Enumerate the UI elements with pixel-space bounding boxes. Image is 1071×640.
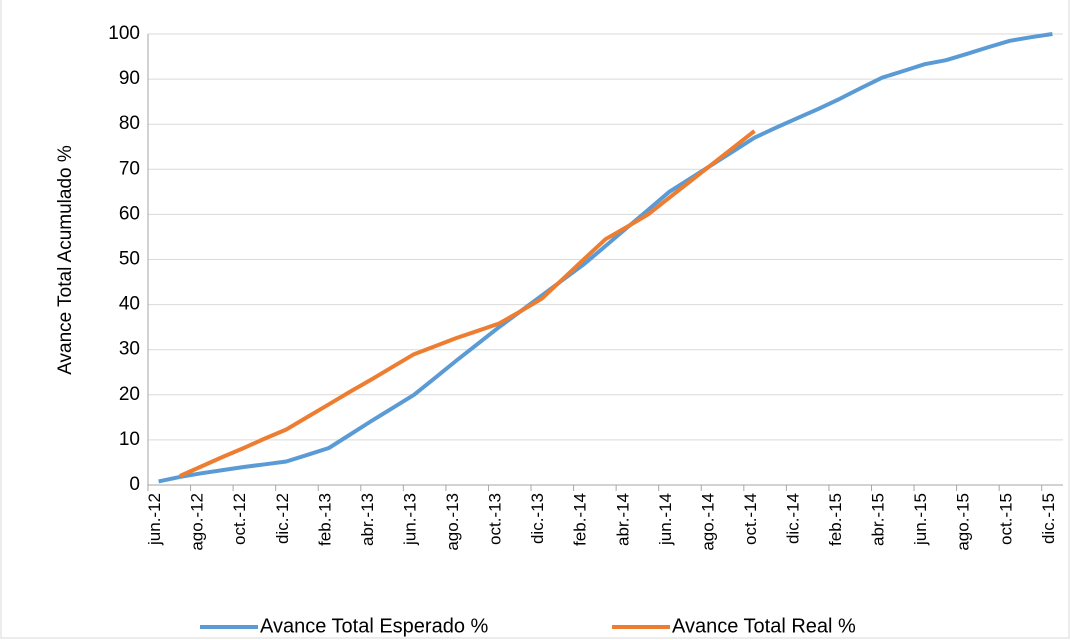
- x-tick-label: oct.-14: [741, 493, 760, 545]
- x-tick-label: feb.-15: [826, 493, 845, 546]
- x-tick-label: dic.-13: [528, 493, 547, 544]
- x-tick-label: dic.-14: [783, 493, 802, 544]
- y-tick-label: 40: [119, 294, 140, 315]
- x-tick-label: abr.-15: [869, 493, 888, 546]
- x-tick-label: abr.-14: [613, 493, 632, 546]
- legend-label: Avance Total Real %: [672, 615, 856, 637]
- y-tick-label: 80: [119, 113, 140, 134]
- x-tick-label: dic.-12: [273, 493, 292, 544]
- y-tick-label: 0: [129, 474, 140, 495]
- x-tick-label: feb.-14: [571, 493, 590, 546]
- x-tick-label: ago.-14: [698, 493, 717, 551]
- line-series: [158, 32, 1053, 484]
- line-series: [179, 129, 756, 478]
- y-tick-label: 10: [119, 429, 140, 450]
- y-tick-label: 60: [119, 203, 140, 224]
- y-axis-label: Avance Total Acumulado %: [55, 145, 76, 375]
- y-tick-label: 30: [119, 339, 140, 360]
- x-tick-label: oct.-13: [486, 493, 505, 545]
- y-tick-label: 100: [108, 23, 140, 44]
- y-tick-label: 90: [119, 68, 140, 89]
- legend-label: Avance Total Esperado %: [260, 615, 489, 637]
- y-tick-label: 20: [119, 384, 140, 405]
- x-tick-label: ago.-15: [954, 493, 973, 551]
- x-tick-label: jun.-14: [656, 493, 675, 546]
- x-tick-label: feb.-13: [315, 493, 334, 546]
- x-tick-label: jun.-15: [911, 493, 930, 546]
- x-tick-label: ago.-12: [188, 493, 207, 551]
- x-tick-label: jun.-13: [400, 493, 419, 546]
- x-tick-label: dic.-15: [1039, 493, 1058, 544]
- x-tick-label: oct.-12: [230, 493, 249, 545]
- x-tick-label: oct.-15: [996, 493, 1015, 545]
- x-tick-label: abr.-13: [358, 493, 377, 546]
- y-tick-label: 70: [119, 158, 140, 179]
- x-tick-label: jun.-12: [145, 493, 164, 546]
- x-tick-label: ago.-13: [443, 493, 462, 551]
- y-tick-label: 50: [119, 249, 140, 270]
